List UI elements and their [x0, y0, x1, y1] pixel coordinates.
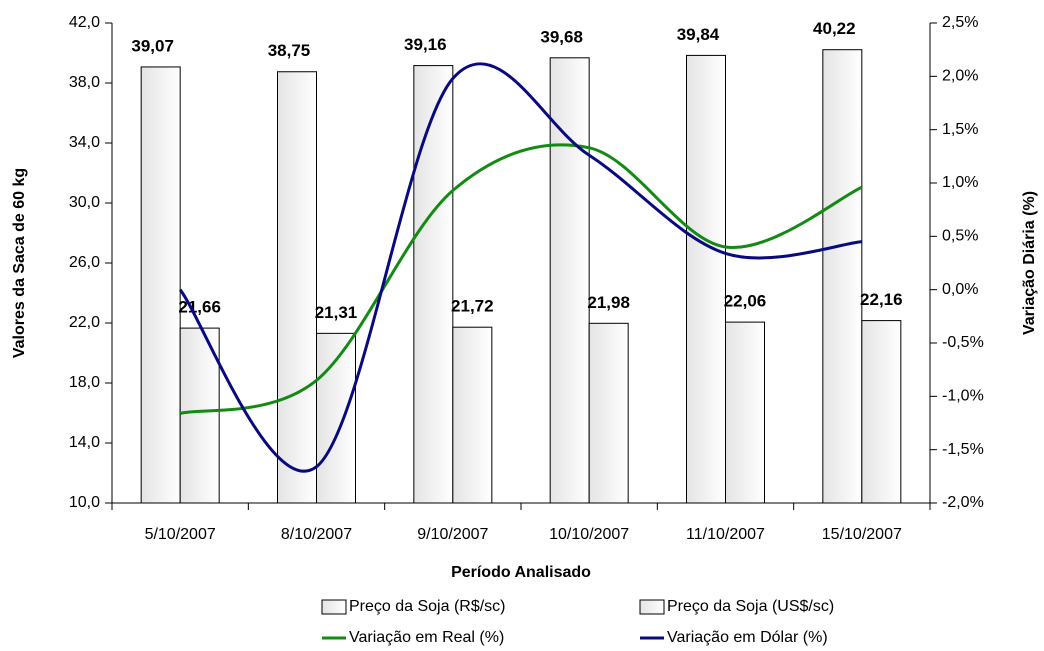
x-tick-label: 11/10/2007	[686, 526, 765, 543]
y2-tick-label: -1,0%	[942, 388, 984, 405]
y2-tick-label: 0,5%	[942, 228, 978, 245]
y2-tick-label: -0,5%	[942, 334, 984, 351]
data-label: 39,84	[677, 25, 720, 44]
legend-swatch	[321, 599, 347, 615]
legend-label: Preço da Soja (R$/sc)	[349, 598, 506, 615]
y2-tick-label: 1,0%	[942, 174, 978, 191]
data-label: 40,22	[813, 19, 856, 38]
legend-label: Variação em Dólar (%)	[667, 629, 828, 646]
y-tick-label: 34,0	[69, 134, 100, 151]
bar	[277, 71, 317, 504]
y2-tick-label: 1,5%	[942, 121, 978, 138]
x-tick-label: 15/10/2007	[822, 526, 902, 543]
data-label: 22,06	[724, 292, 767, 311]
x-tick-label: 5/10/2007	[145, 526, 216, 543]
y-tick-label: 30,0	[69, 194, 100, 211]
bar	[452, 326, 493, 504]
legend-swatch	[639, 599, 665, 615]
x-axis-title: Período Analisado	[451, 564, 591, 581]
bar	[179, 327, 220, 504]
x-tick-label: 9/10/2007	[417, 526, 488, 543]
y2-axis-title: Variação Diária (%)	[1021, 191, 1038, 335]
y-tick-label: 22,0	[69, 314, 100, 331]
legend-label: Variação em Real (%)	[349, 629, 504, 646]
data-label: 39,07	[131, 36, 174, 55]
bar	[686, 54, 726, 504]
line-series	[178, 62, 862, 473]
y2-tick-label: 2,5%	[942, 14, 978, 31]
bar	[549, 57, 590, 504]
data-label: 38,75	[268, 41, 311, 60]
data-label: 21,31	[315, 303, 358, 322]
y2-tick-label: 0,0%	[942, 281, 978, 298]
y-axis-title: Valores da Saca de 60 kg	[11, 168, 28, 358]
bar	[822, 49, 863, 504]
y2-tick-label: 2,0%	[942, 68, 978, 85]
bar	[588, 322, 629, 504]
data-label: 21,66	[178, 298, 221, 317]
data-label: 21,98	[587, 293, 630, 312]
line-series	[179, 143, 863, 415]
bar	[140, 66, 181, 504]
legend-label: Preço da Soja (US$/sc)	[667, 598, 834, 615]
x-tick-label: 8/10/2007	[281, 526, 352, 543]
data-label: 22,16	[860, 290, 903, 309]
x-tick-label: 10/10/2007	[549, 526, 629, 543]
bar	[413, 65, 454, 504]
data-label: 21,72	[451, 297, 494, 316]
data-label: 39,68	[540, 27, 583, 46]
y2-tick-label: -2,0%	[942, 494, 984, 511]
y-tick-label: 26,0	[69, 254, 100, 271]
data-label: 39,16	[404, 35, 447, 54]
y-tick-label: 42,0	[69, 14, 100, 31]
y-tick-label: 10,0	[69, 494, 100, 511]
y-tick-label: 18,0	[69, 374, 100, 391]
y-tick-label: 38,0	[69, 74, 100, 91]
bar	[725, 321, 765, 504]
bar	[861, 320, 902, 504]
y2-tick-label: -1,5%	[942, 441, 984, 458]
y-tick-label: 14,0	[69, 434, 100, 451]
